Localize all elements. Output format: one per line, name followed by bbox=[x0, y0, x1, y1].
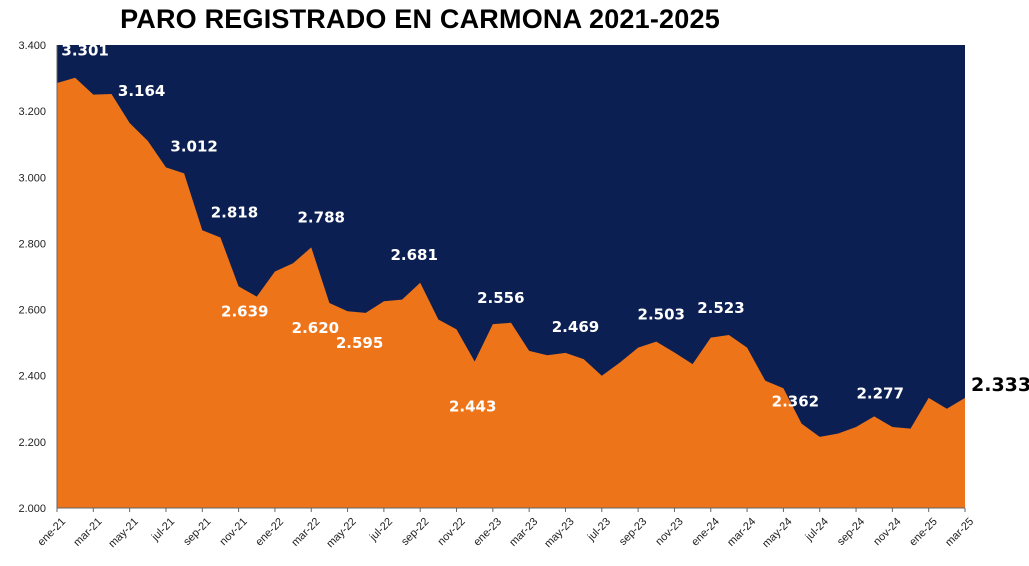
x-tick-label: sep-24 bbox=[835, 516, 867, 548]
x-tick-label: nov-21 bbox=[218, 516, 250, 548]
x-tick-label: nov-22 bbox=[435, 516, 467, 548]
x-tick-label: sep-21 bbox=[181, 516, 213, 548]
data-label: 2.639 bbox=[221, 303, 268, 321]
x-tick-label: ene-24 bbox=[689, 516, 722, 549]
data-label: 2.333 bbox=[971, 374, 1029, 396]
data-label: 2.620 bbox=[292, 319, 339, 337]
x-axis-ticks: ene-21 mar-21 may-21 jul-21 sep-21 nov-21 ene-… bbox=[35, 508, 976, 550]
y-tick-label: 3.200 bbox=[18, 106, 46, 118]
x-tick-label: may-23 bbox=[542, 516, 576, 550]
data-label: 2.362 bbox=[772, 392, 819, 410]
data-label: 2.818 bbox=[211, 203, 258, 221]
data-label: 2.503 bbox=[638, 306, 685, 324]
series-area bbox=[57, 77, 965, 509]
x-tick-label: jul-24 bbox=[803, 516, 831, 544]
x-tick-label: mar-24 bbox=[725, 516, 758, 549]
y-tick-label: 2.400 bbox=[18, 371, 46, 383]
data-label: 2.469 bbox=[552, 318, 599, 336]
data-label: 2.595 bbox=[336, 334, 383, 352]
x-tick-label: ene-25 bbox=[907, 516, 940, 549]
x-tick-label: may-24 bbox=[760, 516, 794, 550]
x-tick-label: ene-21 bbox=[35, 516, 68, 549]
x-tick-label: ene-22 bbox=[253, 516, 286, 549]
y-tick-label: 2.000 bbox=[18, 503, 46, 515]
x-tick-label: may-22 bbox=[324, 516, 358, 550]
data-label: 3.012 bbox=[170, 137, 217, 155]
y-tick-label: 3.400 bbox=[18, 40, 46, 52]
data-labels: 3.301 3.164 3.012 2.818 2.639 2.788 2.6202.595… bbox=[61, 42, 1029, 416]
x-tick-label: jul-23 bbox=[585, 516, 613, 544]
data-label: 2.556 bbox=[477, 289, 524, 307]
y-tick-label: 3.000 bbox=[18, 172, 46, 184]
x-tick-label: nov-24 bbox=[871, 516, 903, 548]
y-tick-label: 2.600 bbox=[18, 305, 46, 317]
x-tick-label: nov-23 bbox=[653, 516, 685, 548]
data-label: 2.788 bbox=[298, 208, 345, 226]
x-tick-label: may-21 bbox=[106, 516, 140, 550]
x-tick-label: mar-23 bbox=[507, 516, 540, 549]
x-tick-label: mar-21 bbox=[71, 516, 104, 549]
x-tick-label: jul-22 bbox=[367, 516, 395, 544]
chart-title: PARO REGISTRADO EN CARMONA 2021-2025 bbox=[120, 4, 720, 34]
data-label: 3.301 bbox=[61, 42, 108, 60]
data-label: 2.681 bbox=[390, 246, 437, 264]
x-tick-label: mar-25 bbox=[943, 516, 976, 549]
x-tick-label: sep-22 bbox=[399, 516, 431, 548]
y-tick-label: 2.800 bbox=[18, 238, 46, 250]
x-tick-label: ene-23 bbox=[471, 516, 504, 549]
x-tick-label: mar-22 bbox=[289, 516, 322, 549]
data-label: 2.443 bbox=[449, 397, 496, 415]
y-axis-ticks: 2.000 2.200 2.400 2.600 2.800 3.000 3.200 3.400 bbox=[18, 40, 46, 515]
x-tick-label: sep-23 bbox=[617, 516, 649, 548]
data-label: 2.523 bbox=[697, 299, 744, 317]
x-tick-label: jul-21 bbox=[149, 516, 177, 544]
y-tick-label: 2.200 bbox=[18, 437, 46, 449]
data-label: 3.164 bbox=[118, 82, 165, 100]
data-label: 2.277 bbox=[856, 384, 903, 402]
